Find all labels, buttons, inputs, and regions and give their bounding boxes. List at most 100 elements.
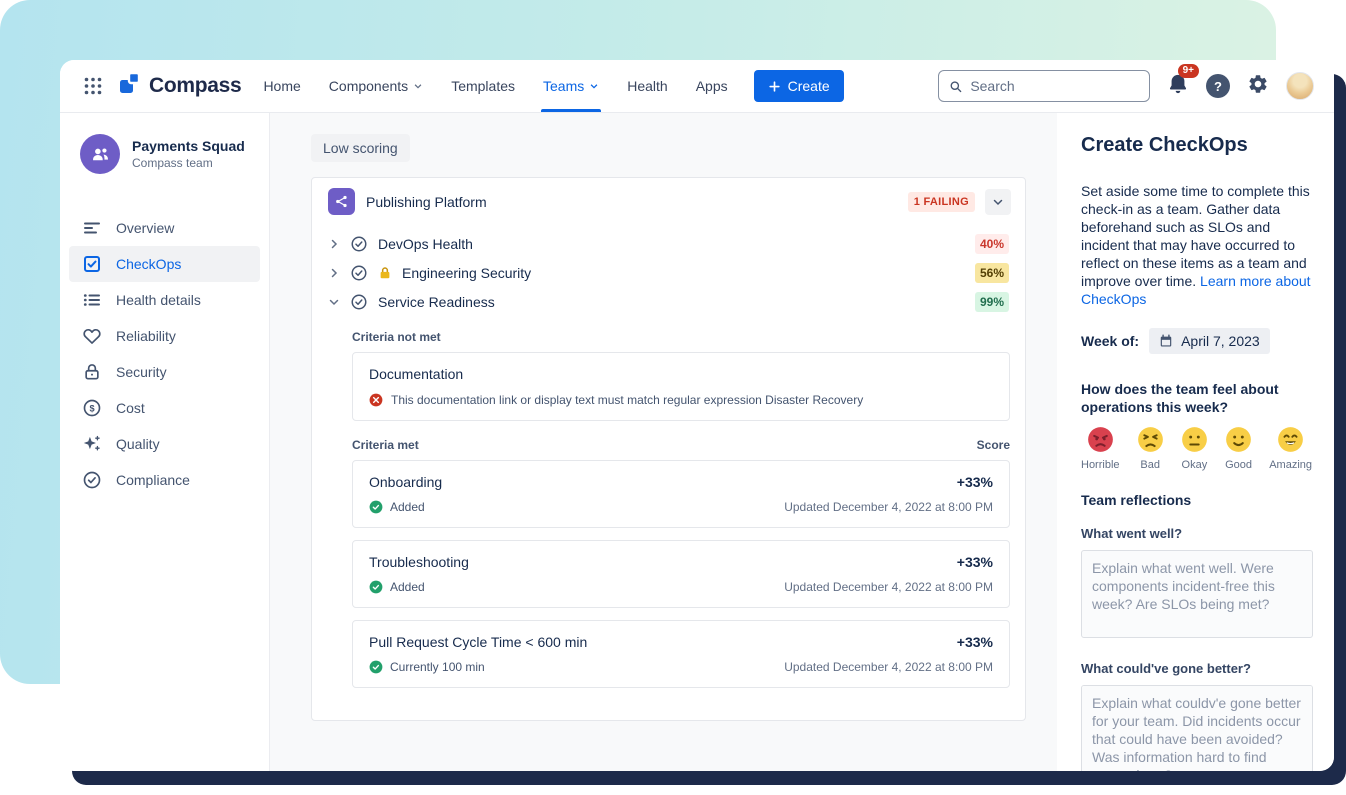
user-avatar[interactable] [1286,72,1314,100]
scorecard-rows: DevOps Health 40% Engineering Security 5… [312,225,1025,316]
notification-count-badge: 9+ [1177,63,1199,78]
nav-item-components[interactable]: Components [329,60,423,112]
learn-more-link[interactable]: Learn more about CheckOps [1081,273,1311,307]
scorecard-row-engineering-security[interactable]: Engineering Security 56% [328,258,1009,287]
top-navigation: Compass Home Components Templates Teams … [60,60,1334,113]
question-label-went-well: What went well? [1081,526,1183,541]
score-badge: 40% [974,233,1009,254]
component-name[interactable]: Publishing Platform [366,193,487,210]
collapse-card-button[interactable] [985,188,1011,215]
question-mark-icon: ? [1214,78,1222,94]
criteria-met-label: Criteria met [352,438,419,452]
scorecard-icon [351,294,367,309]
chevron-down-icon [414,84,422,89]
mood-option-good[interactable]: Good [1225,426,1252,471]
sparkles-icon [83,435,100,451]
question-label-gone-better: What could've gone better? [1081,661,1251,676]
smiling-face-icon [1226,427,1251,452]
check-circle-icon [83,471,101,489]
scorecard-row-devops-health[interactable]: DevOps Health 40% [328,229,1009,258]
week-date-picker[interactable]: April 7, 2023 [1149,328,1270,354]
mood-option-amazing[interactable]: Amazing [1269,426,1312,471]
scorecard-icon [351,265,367,280]
nav-right-cluster: 9+ ? [938,63,1314,102]
nav-links: Home Components Templates Teams Health A… [263,60,728,112]
list-icon [83,294,100,306]
heart-icon [83,328,101,344]
compass-logo[interactable]: Compass [118,71,242,100]
sidebar-item-security[interactable]: Security [69,354,260,390]
checkbox-icon [84,256,100,272]
went-well-textarea[interactable] [1081,550,1313,638]
sidebar-item-reliability[interactable]: Reliability [69,318,260,354]
success-check-icon [369,500,383,514]
criterion-message: This documentation link or display text … [391,393,864,407]
bell-icon [1169,74,1187,93]
failed-criterion-card: Documentation This documentation link or… [352,352,1010,421]
scorecard-row-service-readiness[interactable]: Service Readiness 99% [328,287,1009,316]
criterion-updated: Updated December 4, 2022 at 8:00 PM [784,500,993,514]
nav-item-health[interactable]: Health [627,78,668,94]
create-button[interactable]: Create [753,70,844,102]
criterion-updated: Updated December 4, 2022 at 8:00 PM [784,660,993,674]
notifications-button[interactable]: 9+ [1167,63,1199,100]
sidebar-item-quality[interactable]: Quality [69,426,260,462]
grinning-face-icon [1278,427,1303,452]
component-card-header: Publishing Platform 1 FAILING [312,178,1025,225]
lock-icon [85,364,99,380]
help-button[interactable]: ? [1206,74,1230,98]
nav-item-teams[interactable]: Teams [541,60,602,112]
chevron-down-icon [329,299,339,305]
angry-face-icon [1087,427,1113,452]
success-check-icon [369,660,383,674]
mood-option-bad[interactable]: Bad [1137,426,1164,471]
score-badge: 99% [974,291,1009,312]
nav-item-home[interactable]: Home [263,78,301,94]
component-card: Publishing Platform 1 FAILING Dev [311,177,1026,721]
mood-option-okay[interactable]: Okay [1181,426,1208,471]
week-of-label: Week of: [1081,333,1140,349]
people-icon [92,147,108,160]
active-tab-underline [541,109,602,112]
chevron-down-icon [590,84,598,89]
sidebar-item-cost[interactable]: $ Cost [69,390,260,426]
criterion-score: +33% [956,474,993,490]
dollar-circle-icon: $ [83,399,101,417]
team-type: Compass team [132,156,213,170]
success-check-icon [369,580,383,594]
sidebar-item-overview[interactable]: Overview [69,210,260,246]
gone-better-textarea[interactable] [1081,685,1313,771]
error-icon [369,393,383,407]
sidebar-item-compliance[interactable]: Compliance [69,462,260,498]
app-switcher-icon[interactable] [78,71,108,101]
settings-button[interactable] [1247,73,1269,100]
low-scoring-filter-chip[interactable]: Low scoring [311,134,410,162]
met-criterion-card-pr-cycle-time: Pull Request Cycle Time < 600 min +33% C… [352,620,1010,688]
chevron-right-icon [331,268,338,277]
search-input[interactable] [970,78,1139,94]
score-badge: 56% [974,262,1009,283]
criteria-not-met-label: Criteria not met [352,330,441,344]
team-name: Payments Squad [132,138,245,154]
criterion-title: Documentation [369,366,464,382]
team-avatar [80,134,120,174]
scorecard-icon [351,236,367,251]
nav-item-templates[interactable]: Templates [451,78,515,94]
week-of-row: Week of: April 7, 2023 [1081,328,1312,354]
nav-item-apps[interactable]: Apps [695,78,728,94]
met-criterion-card-troubleshooting: Troubleshooting +33% Added Updated Decem… [352,540,1010,608]
sidebar-item-checkops[interactable]: CheckOps [69,246,260,282]
sidebar-menu: Overview CheckOps Health details Reliabi… [60,210,269,498]
component-type-icon [328,188,355,215]
criterion-updated: Updated December 4, 2022 at 8:00 PM [784,580,993,594]
mood-question: How does the team feel about operations … [1081,381,1279,415]
mood-option-horrible[interactable]: Horrible [1081,426,1120,471]
panel-intro: Set aside some time to complete this che… [1081,183,1311,307]
svg-text:$: $ [89,404,94,414]
persevering-face-icon [1137,427,1163,452]
sidebar-item-health-details[interactable]: Health details [69,282,260,318]
mood-selector: Horrible Bad Okay Good [1081,426,1312,471]
gear-icon [1249,74,1267,93]
compass-logo-text: Compass [149,74,242,97]
